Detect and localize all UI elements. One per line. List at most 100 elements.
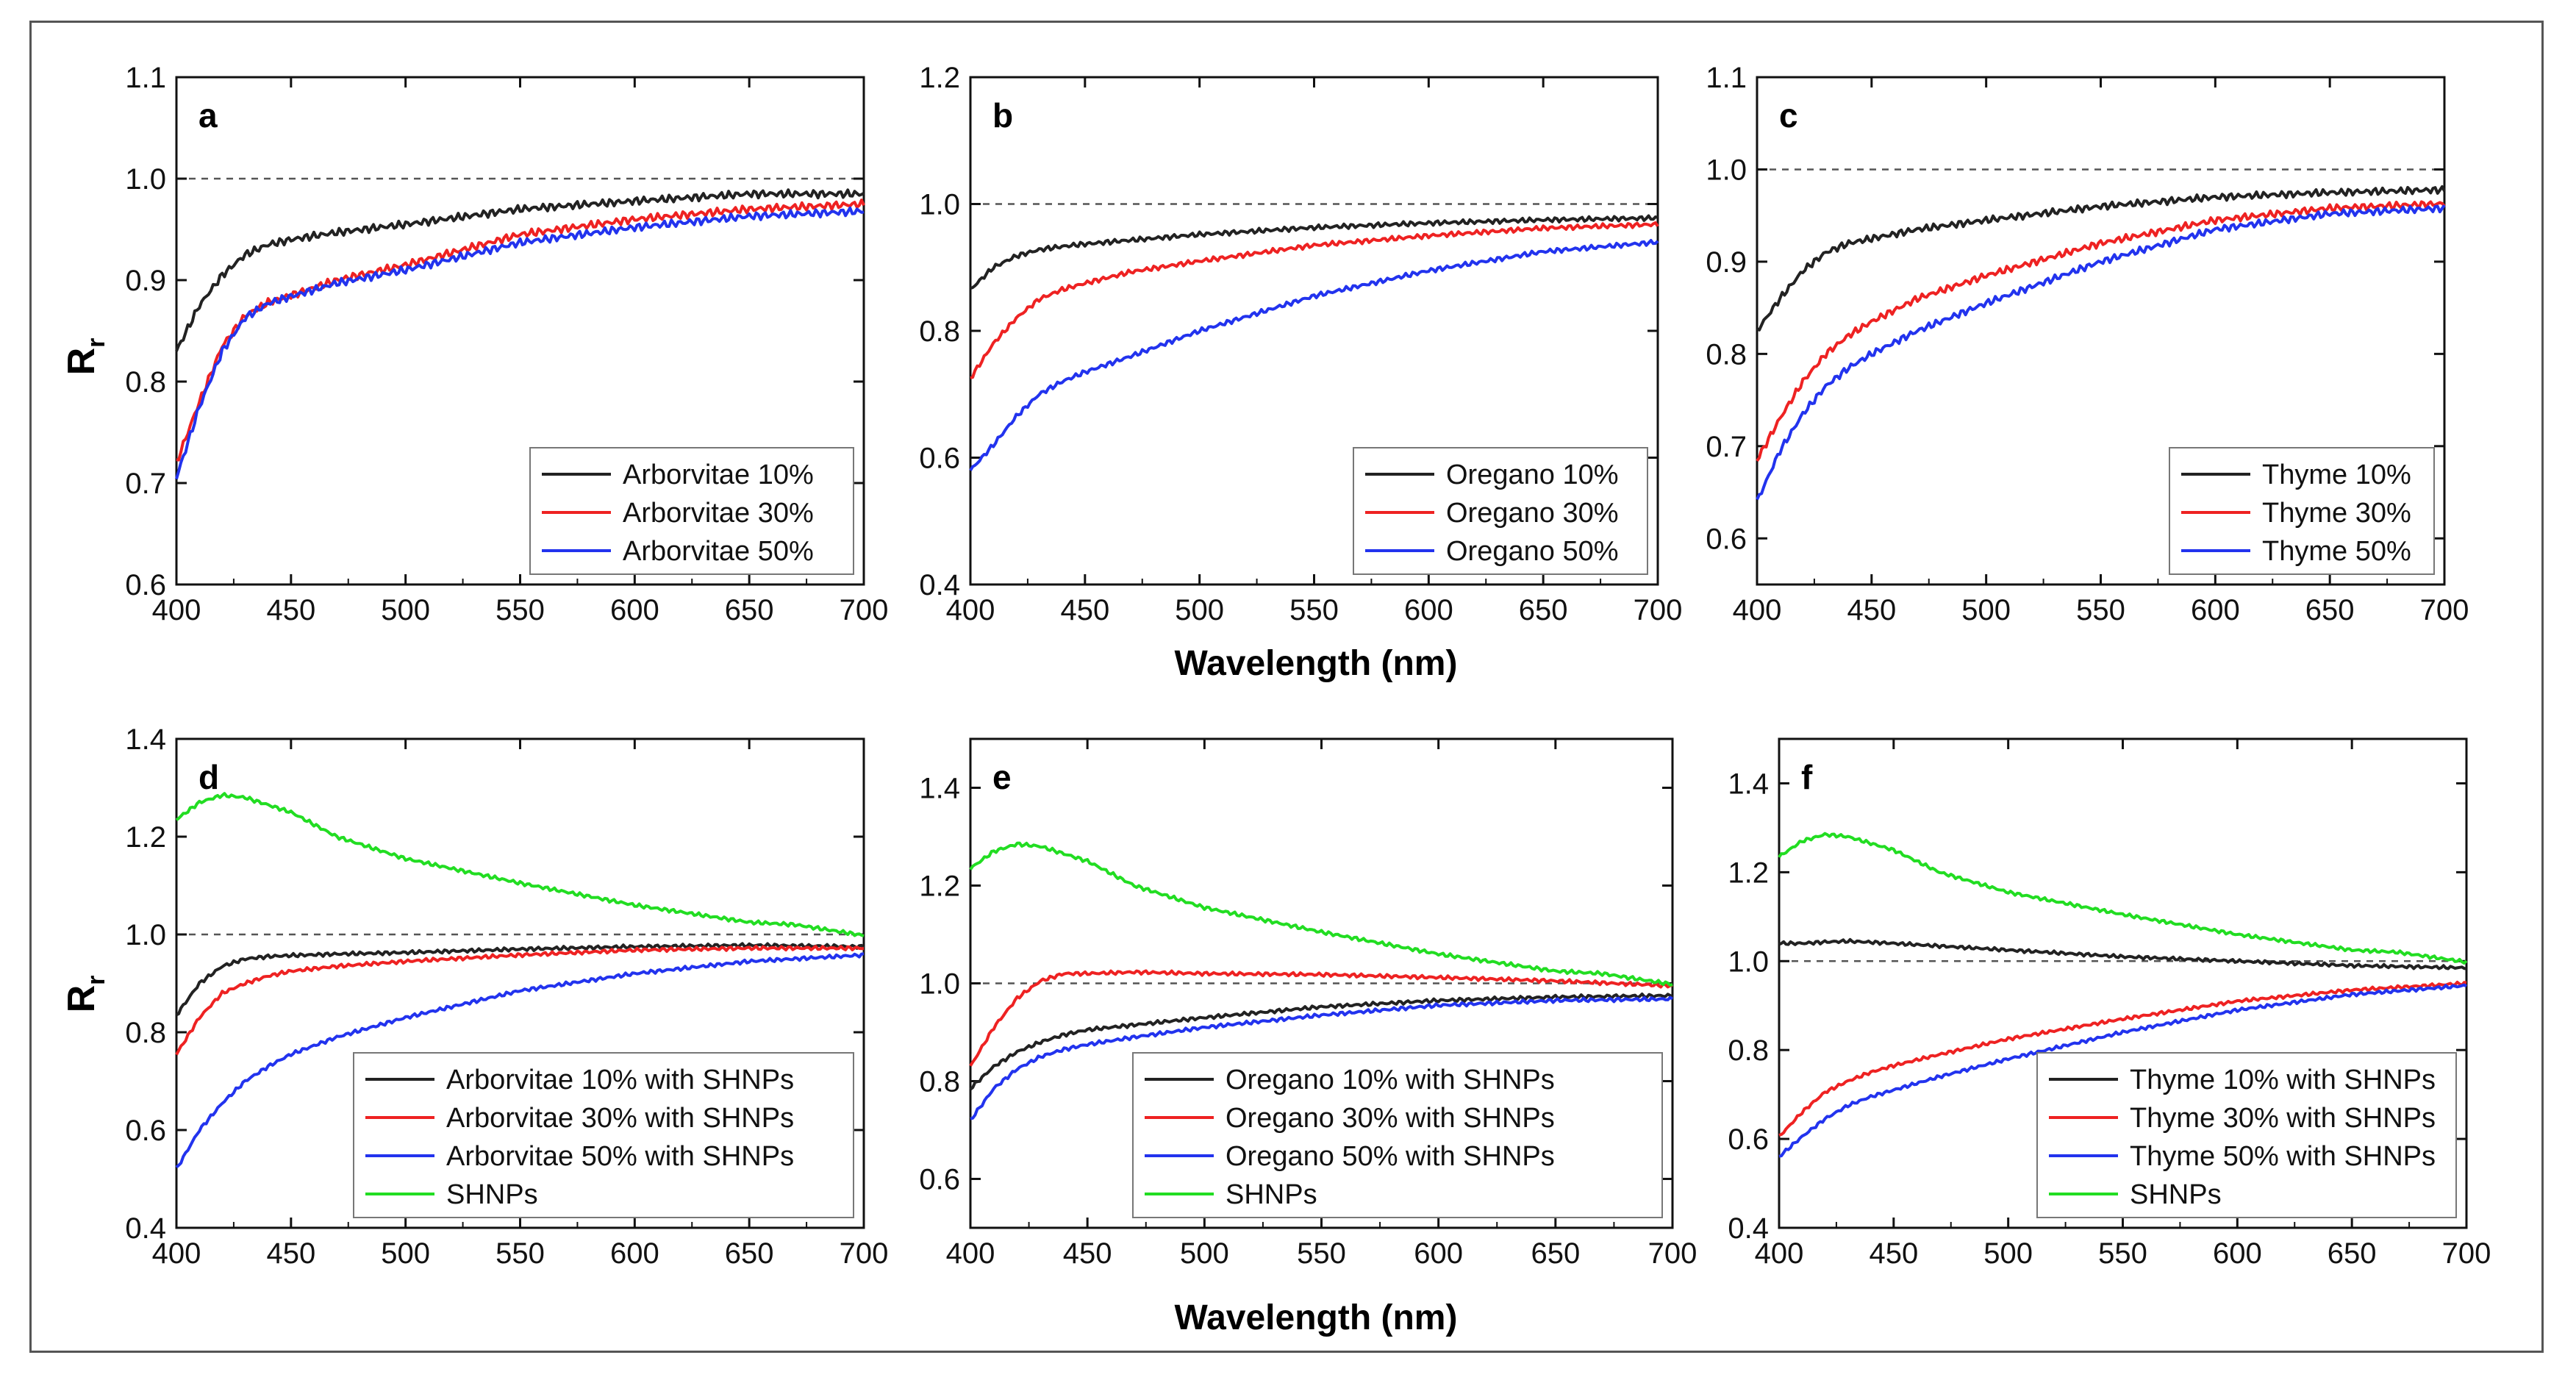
x-tick-label: 550 <box>1289 594 1339 626</box>
y-axis-title-top: Rr <box>60 338 110 376</box>
series-line-3 <box>1778 832 2468 965</box>
x-tick-label: 550 <box>2076 594 2125 626</box>
legend-box <box>353 1052 854 1218</box>
y-tick-label: 1.4 <box>919 773 960 805</box>
x-tick-label: 500 <box>1983 1237 2033 1270</box>
y-tick-label: 1.4 <box>1728 768 1769 800</box>
panel-label: d <box>198 758 219 796</box>
series-line-0 <box>175 188 865 352</box>
x-tick-label: 400 <box>1755 1237 1804 1270</box>
x-axis-title-bottom: Wavelength (nm) <box>1175 1298 1458 1337</box>
x-tick-label: 400 <box>946 1237 995 1270</box>
series-line-1 <box>175 945 865 1056</box>
legend-entry: Oregano 10% <box>1446 460 1619 490</box>
legend: Oregano 10% with SHNPs Oregano 30% with S… <box>1132 1052 1663 1218</box>
figure-frame <box>29 21 2544 1353</box>
legend-entry: Oregano 10% with SHNPs <box>1226 1065 1555 1095</box>
legend-entry: Arborvitae 10% with SHNPs <box>446 1065 794 1095</box>
panel-c: 400 450 500 550 600 650 700 0.6 0.7 0.8 0.9 1.0 1.1 c… <box>1706 62 2469 626</box>
y-axis-title-text: Rr <box>60 976 110 1013</box>
legend-entry: Thyme 50% <box>2262 536 2411 567</box>
y-tick-label: 0.8 <box>1706 338 1747 371</box>
y-tick-label: 0.6 <box>919 1164 960 1196</box>
series-line-2 <box>970 995 1674 1120</box>
series-line-2 <box>1756 204 2446 501</box>
x-tick-label: 600 <box>610 1237 659 1270</box>
legend: Arborvitae 10% with SHNPs Arborvitae 30% … <box>353 1052 854 1218</box>
y-tick-label: 0.8 <box>125 366 166 398</box>
series-line-0 <box>1756 185 2446 332</box>
x-tick-label: 650 <box>1531 1237 1580 1270</box>
series-line-0 <box>969 993 1674 1091</box>
panel-label: e <box>992 758 1012 796</box>
legend-entry: Thyme 30% with SHNPs <box>2130 1103 2436 1134</box>
series-line-2 <box>175 206 865 480</box>
y-tick-label: 0.6 <box>125 569 166 601</box>
panel-f: 400 450 500 550 600 650 700 0.4 0.6 0.8 1.0 1.2 1.4 f… <box>1728 737 2491 1270</box>
y-axis-title-text: Rr <box>60 338 110 376</box>
x-tick-label: 600 <box>2191 594 2240 626</box>
y-tick-label: 0.6 <box>125 1115 166 1147</box>
x-tick-label: 450 <box>266 1237 315 1270</box>
y-tick-label: 0.4 <box>125 1212 166 1245</box>
x-tick-label: 550 <box>1297 1237 1346 1270</box>
y-axis-title-bottom: Rr <box>60 976 110 1013</box>
legend: Thyme 10% Thyme 30% Thyme 50% <box>2169 447 2435 575</box>
series-line-2 <box>175 952 865 1169</box>
y-tick-label: 0.6 <box>1706 523 1747 555</box>
legend-entry: Arborvitae 50% with SHNPs <box>446 1141 794 1172</box>
series-line-0 <box>176 942 865 1017</box>
x-tick-label: 700 <box>1648 1237 1697 1270</box>
panel-label: c <box>1779 96 1798 135</box>
x-tick-label: 650 <box>725 594 774 626</box>
legend-entry: SHNPs <box>2130 1179 2222 1210</box>
panel-a: 400 450 500 550 600 650 700 0.6 0.7 0.8 0.9 1.0 1.1 a… <box>125 62 888 626</box>
y-tick-label: 1.2 <box>919 62 960 94</box>
x-tick-label: 450 <box>1869 1237 1918 1270</box>
legend-entry: Thyme 50% with SHNPs <box>2130 1141 2436 1172</box>
panel-label: f <box>1801 758 1813 796</box>
x-axis-title-top: Wavelength (nm) <box>1175 644 1458 683</box>
legend: Thyme 10% with SHNPs Thyme 30% with SHNPs… <box>2036 1052 2457 1218</box>
y-tick-label: 1.4 <box>125 723 166 756</box>
y-tick-label: 1.0 <box>919 968 960 1001</box>
legend-box <box>1132 1052 1663 1218</box>
panel-label: a <box>198 96 218 135</box>
series-line-1 <box>970 221 1659 379</box>
legend: Arborvitae 10% Arborvitae 30% Arborvitae 5… <box>529 447 854 575</box>
series-line-0 <box>1778 937 2467 970</box>
x-tick-label: 650 <box>2305 594 2355 626</box>
panel-e: 400 450 500 550 600 650 700 0.6 0.8 1.0 1.2 1.4 e Ore… <box>919 737 1697 1270</box>
x-tick-label: 550 <box>495 594 545 626</box>
legend: Oregano 10% Oregano 30% Oregano 50% <box>1353 447 1648 575</box>
y-tick-label: 0.6 <box>919 443 960 475</box>
y-tick-label: 1.1 <box>1706 62 1747 94</box>
y-tick-label: 0.7 <box>125 468 166 500</box>
series-line-0 <box>970 214 1659 290</box>
x-tick-label: 600 <box>1404 594 1453 626</box>
legend-entry: Arborvitae 50% <box>623 536 814 567</box>
legend-entry: Arborvitae 30% with SHNPs <box>446 1103 794 1134</box>
x-tick-label: 700 <box>1634 594 1683 626</box>
x-tick-label: 500 <box>381 1237 430 1270</box>
x-tick-label: 550 <box>495 1237 545 1270</box>
x-tick-label: 500 <box>1180 1237 1229 1270</box>
y-tick-label: 0.4 <box>1728 1212 1769 1245</box>
y-tick-label: 0.4 <box>919 569 960 601</box>
panel-label: b <box>992 96 1013 135</box>
panel-b: 400 450 500 550 600 650 700 0.4 0.6 0.8 1.0 1.2 b Ore… <box>919 62 1682 626</box>
y-tick-label: 1.0 <box>1728 945 1769 978</box>
legend-entry: Arborvitae 30% <box>623 498 814 529</box>
x-tick-label: 450 <box>1847 594 1896 626</box>
y-axis-title-subscript: r <box>82 976 110 985</box>
x-tick-label: 450 <box>266 594 315 626</box>
y-tick-label: 1.1 <box>125 62 166 94</box>
x-tick-label: 400 <box>946 594 995 626</box>
y-tick-label: 1.2 <box>125 821 166 854</box>
x-tick-label: 500 <box>1961 594 2011 626</box>
legend-entry: Oregano 50% with SHNPs <box>1226 1141 1555 1172</box>
x-tick-label: 400 <box>152 1237 201 1270</box>
y-axis-title-subscript: r <box>82 338 110 348</box>
legend-entry: Oregano 30% with SHNPs <box>1226 1103 1555 1134</box>
